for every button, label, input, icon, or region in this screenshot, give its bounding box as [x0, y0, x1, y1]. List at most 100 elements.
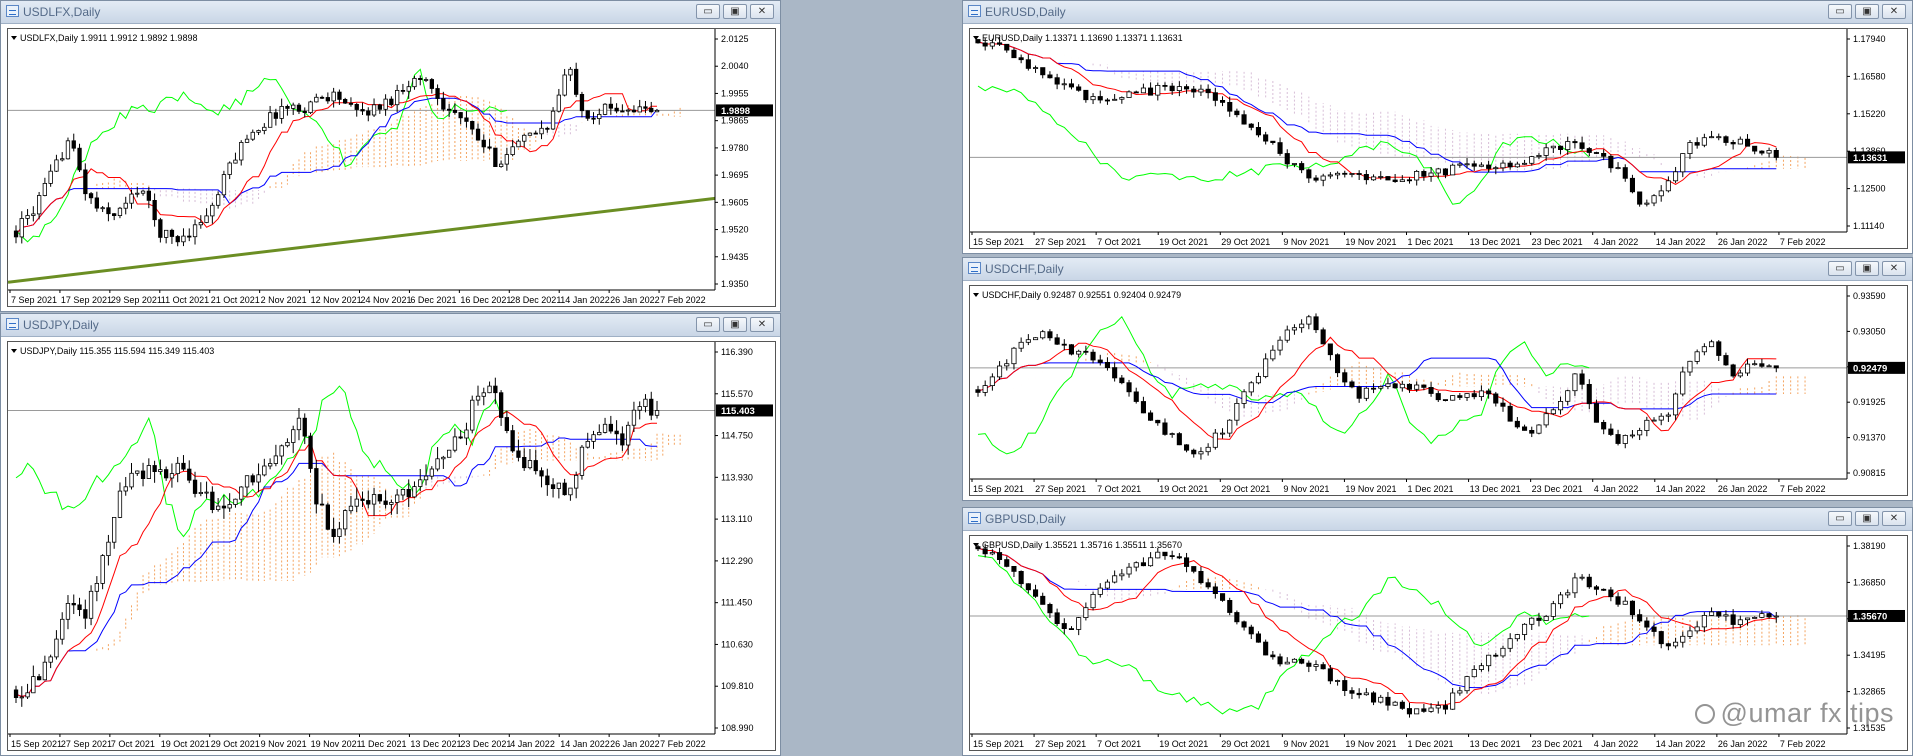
- close-button[interactable]: ✕: [750, 317, 774, 332]
- candle-body: [1183, 444, 1190, 451]
- candle-body: [1255, 127, 1261, 136]
- candle-body: [1126, 566, 1132, 575]
- candle-body: [129, 193, 134, 204]
- candle-body: [394, 494, 400, 503]
- window-titlebar[interactable]: USDJPY,Daily ▭ ▣ ✕: [1, 314, 780, 337]
- x-axis-label: 24 Nov 2021: [361, 295, 412, 305]
- x-axis-label: 23 Dec 2021: [1532, 739, 1583, 749]
- price-chart-svg: 2.0125 2.0040 1.9955 1.9865 1.9780 1.9695 1.96…: [8, 29, 773, 305]
- candle-body: [1212, 586, 1218, 595]
- chart-window-usdjpy[interactable]: USDJPY,Daily ▭ ▣ ✕ 116.390 115.570 114.750 11…: [0, 313, 781, 756]
- candle-body: [1277, 142, 1283, 154]
- candle-body: [1665, 643, 1671, 647]
- window-titlebar[interactable]: EURUSD,Daily ▭ ▣ ✕: [963, 1, 1912, 24]
- candle-body: [1522, 162, 1528, 165]
- window-titlebar[interactable]: GBPUSD,Daily ▭ ▣ ✕: [963, 508, 1912, 531]
- candle-body: [1227, 600, 1233, 613]
- symbol-info-label: GBPUSD,Daily 1.35521 1.35716 1.35511 1.3…: [982, 540, 1182, 550]
- candle-body: [643, 106, 648, 109]
- candle-body: [1076, 617, 1082, 630]
- chart-area[interactable]: 0.93590 0.93050 0.92479 0.91925 0.91370 0.908…: [969, 285, 1908, 496]
- restore-button[interactable]: ▣: [723, 317, 747, 332]
- candle-body: [348, 102, 354, 105]
- candle-body: [1248, 382, 1254, 393]
- candle-body: [77, 604, 82, 610]
- candle-body: [1176, 86, 1182, 91]
- chart-area[interactable]: 116.390 115.570 114.750 113.930 113.110 112.2…: [7, 341, 776, 751]
- candle-body: [1176, 556, 1182, 559]
- close-button[interactable]: ✕: [1882, 4, 1906, 19]
- candle-body: [1507, 162, 1513, 168]
- x-axis-label: 12 Nov 2021: [311, 295, 362, 305]
- chart-window-usdlfx[interactable]: USDLFX,Daily ▭ ▣ ✕ 2.0125 2.0040 1.9955 1.986…: [0, 0, 781, 312]
- candle-body: [83, 609, 88, 619]
- candle-body: [1025, 339, 1031, 343]
- candle-body: [475, 395, 481, 401]
- tenkan-sen: [977, 336, 1777, 440]
- candle-body: [522, 134, 527, 142]
- x-axis-label: 14 Jan 2022: [560, 295, 610, 305]
- candle-body: [527, 460, 533, 469]
- close-button[interactable]: ✕: [750, 4, 774, 19]
- chart-area[interactable]: 2.0125 2.0040 1.9955 1.9865 1.9780 1.9695 1.96…: [7, 28, 776, 307]
- chart-area[interactable]: 1.38190 1.36850 1.35670 1.34195 1.32865 1.315…: [969, 535, 1908, 751]
- candle-body: [117, 207, 123, 216]
- minimize-button[interactable]: ▭: [1828, 511, 1852, 526]
- candle-body: [1543, 147, 1549, 156]
- candle-body: [1637, 430, 1643, 436]
- chikou-span: [977, 315, 1590, 455]
- close-button[interactable]: ✕: [1882, 261, 1906, 276]
- candle-body: [1385, 176, 1391, 181]
- y-axis-label: 110.630: [721, 639, 753, 649]
- minimize-button[interactable]: ▭: [1828, 4, 1852, 19]
- candle-body: [1745, 363, 1751, 374]
- candle-body: [267, 112, 273, 128]
- minimize-button[interactable]: ▭: [1828, 261, 1852, 276]
- restore-button[interactable]: ▣: [1855, 511, 1879, 526]
- candle-body: [1349, 173, 1355, 175]
- candle-body: [1169, 85, 1175, 92]
- candle-body: [1593, 152, 1599, 154]
- candle-body: [1234, 403, 1240, 421]
- minimize-button[interactable]: ▭: [696, 4, 720, 19]
- candle-body: [1550, 603, 1556, 617]
- chart-window-eurusd[interactable]: EURUSD,Daily ▭ ▣ ✕ 1.17940 1.16580 1.15220 1.…: [962, 0, 1913, 254]
- close-button[interactable]: ✕: [1882, 511, 1906, 526]
- candle-body: [244, 475, 250, 488]
- candle-body: [1277, 339, 1283, 351]
- window-titlebar[interactable]: USDLFX,Daily ▭ ▣ ✕: [1, 1, 780, 24]
- chart-window-gbpusd[interactable]: GBPUSD,Daily ▭▣✕ 1.381901.368501.356701.…: [962, 507, 1913, 756]
- candle-body: [982, 548, 988, 555]
- candle-body: [1011, 565, 1017, 572]
- candle-body: [1759, 363, 1765, 367]
- candle-body: [1558, 145, 1564, 150]
- minimize-button[interactable]: ▭: [696, 317, 720, 332]
- restore-button[interactable]: ▣: [723, 4, 747, 19]
- candle-body: [1198, 88, 1204, 93]
- candle-body: [1313, 664, 1319, 667]
- chart-window-icon: [968, 512, 981, 524]
- candle-body: [1629, 177, 1635, 193]
- candle-body: [1651, 626, 1657, 632]
- candle-body: [94, 582, 99, 592]
- x-axis-label: 1 Dec 2021: [361, 739, 407, 749]
- candle-body: [42, 661, 47, 681]
- candle-body: [1155, 551, 1161, 559]
- window-titlebar[interactable]: USDCHF,Daily ▭ ▣ ✕: [963, 258, 1912, 281]
- candle-body: [1040, 595, 1046, 605]
- dropdown-arrow-icon: [11, 349, 17, 353]
- chart-area[interactable]: 1.17940 1.16580 1.15220 1.13860 1.12500 1.111…: [969, 28, 1908, 249]
- candle-body: [1601, 421, 1607, 430]
- candle-body: [1442, 168, 1448, 176]
- restore-button[interactable]: ▣: [1855, 261, 1879, 276]
- y-axis-label: 1.13860: [1853, 146, 1886, 156]
- candle-body: [1745, 617, 1751, 621]
- candle-body: [637, 406, 642, 411]
- window-title: USDJPY,Daily: [23, 318, 99, 332]
- chart-window-usdchf[interactable]: USDCHF,Daily ▭▣✕ 0.935900.930500.924790.…: [962, 257, 1913, 501]
- candle-body: [1234, 110, 1240, 116]
- candle-body: [1442, 399, 1448, 401]
- candle-body: [982, 42, 988, 47]
- restore-button[interactable]: ▣: [1855, 4, 1879, 19]
- candle-body: [383, 98, 388, 110]
